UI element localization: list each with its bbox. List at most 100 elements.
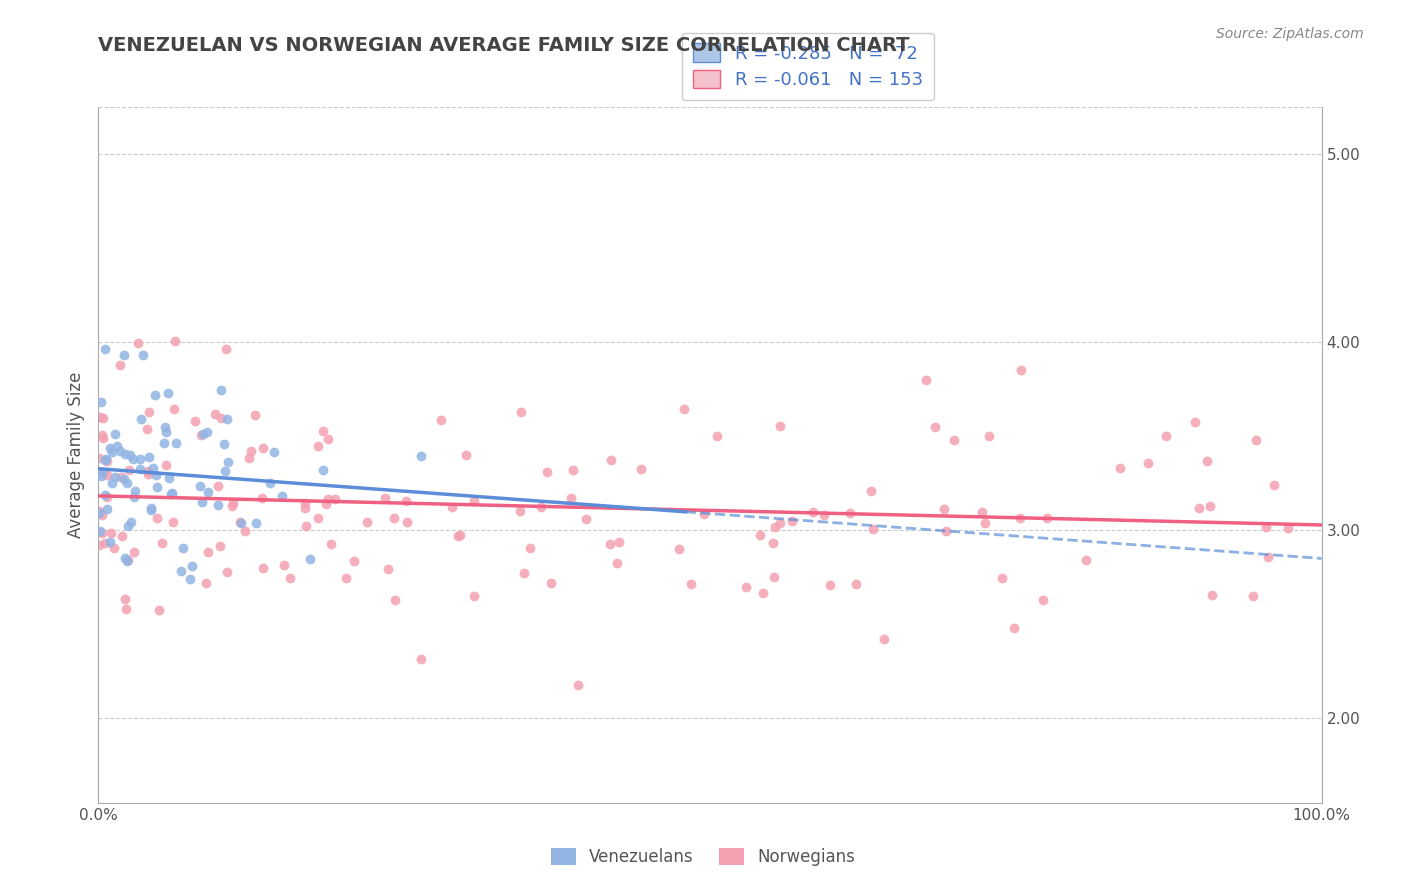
Point (87, 507, 110, 521)
Point (172, 541, 194, 556)
Point (693, 507, 716, 521)
Point (818, 578, 841, 592)
Point (193, 426, 215, 441)
Point (1004, 621, 1026, 635)
Point (762, 570, 785, 584)
Point (120, 449, 142, 463)
Point (449, 528, 471, 542)
Point (599, 537, 621, 551)
Point (197, 545, 219, 559)
Point (278, 571, 301, 585)
Point (209, 410, 232, 425)
Point (94, 451, 117, 466)
Point (214, 342, 236, 356)
Point (120, 516, 142, 530)
Point (509, 405, 531, 419)
Point (112, 348, 135, 362)
Point (145, 511, 167, 525)
Point (100, 526, 122, 541)
Point (217, 566, 239, 580)
Point (979, 428, 1001, 442)
Point (152, 536, 174, 550)
Point (1197, 454, 1219, 468)
Point (108, 444, 131, 458)
Point (409, 652, 432, 666)
Point (862, 522, 884, 536)
Point (129, 412, 152, 426)
Point (159, 487, 181, 501)
Legend: Venezuelans, Norwegians: Venezuelans, Norwegians (543, 840, 863, 875)
Point (1010, 363, 1032, 377)
Point (114, 592, 136, 607)
Text: VENEZUELAN VS NORWEGIAN AVERAGE FAMILY SIZE CORRELATION CHART: VENEZUELAN VS NORWEGIAN AVERAGE FAMILY S… (98, 36, 910, 54)
Point (762, 536, 785, 550)
Point (91, 465, 114, 479)
Point (190, 495, 212, 509)
Point (935, 524, 957, 538)
Point (89, 524, 111, 539)
Point (90, 394, 112, 409)
Point (155, 425, 177, 439)
Point (136, 467, 159, 482)
Point (409, 449, 432, 463)
Point (105, 438, 128, 452)
Point (221, 499, 243, 513)
Point (87, 450, 110, 465)
Point (145, 468, 167, 483)
Point (374, 491, 396, 506)
Point (395, 493, 418, 508)
Point (165, 435, 187, 450)
Point (859, 483, 882, 498)
Point (318, 491, 340, 506)
Point (630, 462, 652, 476)
Point (749, 528, 772, 542)
Point (801, 505, 824, 519)
Point (112, 472, 135, 486)
Point (121, 452, 143, 467)
Point (118, 463, 141, 477)
Point (943, 433, 966, 447)
Point (1241, 589, 1264, 603)
Point (1032, 593, 1054, 607)
Point (103, 541, 125, 555)
Point (562, 463, 585, 477)
Point (560, 491, 582, 505)
Point (238, 451, 260, 466)
Point (136, 422, 159, 436)
Point (229, 516, 252, 531)
Point (96, 454, 118, 468)
Point (148, 602, 170, 616)
Point (91, 525, 114, 540)
Point (215, 412, 238, 426)
Point (395, 515, 418, 529)
Point (323, 491, 346, 506)
Point (141, 500, 163, 515)
Point (195, 425, 218, 439)
Point (263, 445, 285, 459)
Point (259, 475, 281, 490)
Point (312, 424, 335, 438)
Point (536, 465, 558, 479)
Point (441, 500, 464, 515)
Point (294, 496, 316, 510)
Point (162, 515, 184, 529)
Point (111, 529, 134, 543)
Point (1137, 456, 1160, 470)
Point (160, 485, 183, 500)
Point (813, 508, 835, 522)
Point (96, 490, 118, 504)
Point (1257, 550, 1279, 565)
Point (540, 576, 562, 591)
Point (188, 478, 211, 492)
Point (94, 343, 117, 357)
Point (463, 589, 485, 603)
Point (447, 529, 470, 543)
Point (114, 447, 136, 461)
Point (384, 593, 406, 607)
Point (294, 500, 316, 515)
Point (512, 566, 534, 580)
Point (104, 470, 127, 484)
Point (229, 516, 252, 530)
Point (117, 476, 139, 491)
Point (252, 442, 274, 456)
